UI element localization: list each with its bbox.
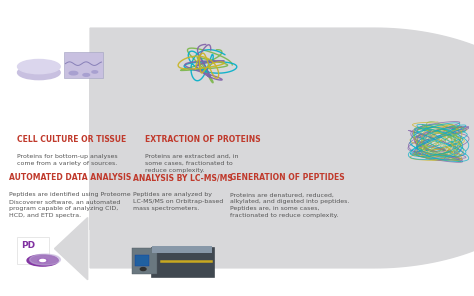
Text: Peptides are analyzed by
LC-MS/MS on Orbitrap-based
mass spectrometers.: Peptides are analyzed by LC-MS/MS on Orb…: [133, 192, 223, 211]
FancyBboxPatch shape: [64, 52, 103, 78]
Text: PD: PD: [21, 241, 36, 250]
Ellipse shape: [18, 65, 60, 80]
Ellipse shape: [29, 254, 61, 265]
Polygon shape: [90, 28, 474, 268]
FancyBboxPatch shape: [152, 246, 212, 253]
FancyBboxPatch shape: [132, 248, 157, 274]
FancyBboxPatch shape: [151, 247, 214, 277]
Ellipse shape: [40, 259, 46, 262]
Text: Proteins are denatured, reduced,
alkylated, and digested into peptides.
Peptides: Proteins are denatured, reduced, alkylat…: [230, 192, 349, 218]
Ellipse shape: [92, 71, 98, 73]
Text: AUTOMATED DATA ANALYSIS: AUTOMATED DATA ANALYSIS: [9, 173, 132, 182]
Ellipse shape: [140, 268, 146, 271]
Text: ANALYSIS BY LC-MS/MS: ANALYSIS BY LC-MS/MS: [133, 173, 232, 182]
Ellipse shape: [18, 59, 60, 74]
Polygon shape: [55, 218, 88, 280]
Ellipse shape: [27, 255, 58, 266]
Text: Peptides are identified using Proteome
Discoverer software, an automated
program: Peptides are identified using Proteome D…: [9, 192, 131, 218]
Text: Proteins for bottom-up analyses
come from a variety of sources.: Proteins for bottom-up analyses come fro…: [17, 154, 117, 166]
Text: EXTRACTION OF PROTEINS: EXTRACTION OF PROTEINS: [145, 135, 260, 144]
Ellipse shape: [69, 71, 78, 75]
FancyBboxPatch shape: [135, 255, 149, 266]
Ellipse shape: [83, 73, 90, 76]
Text: CELL CULTURE OR TISSUE: CELL CULTURE OR TISSUE: [17, 135, 126, 144]
Text: Proteins are extracted and, in
some cases, fractionated to
reduce complexity.: Proteins are extracted and, in some case…: [145, 154, 238, 173]
Text: GENERATION OF PEPTIDES: GENERATION OF PEPTIDES: [230, 173, 345, 182]
FancyBboxPatch shape: [17, 237, 49, 264]
